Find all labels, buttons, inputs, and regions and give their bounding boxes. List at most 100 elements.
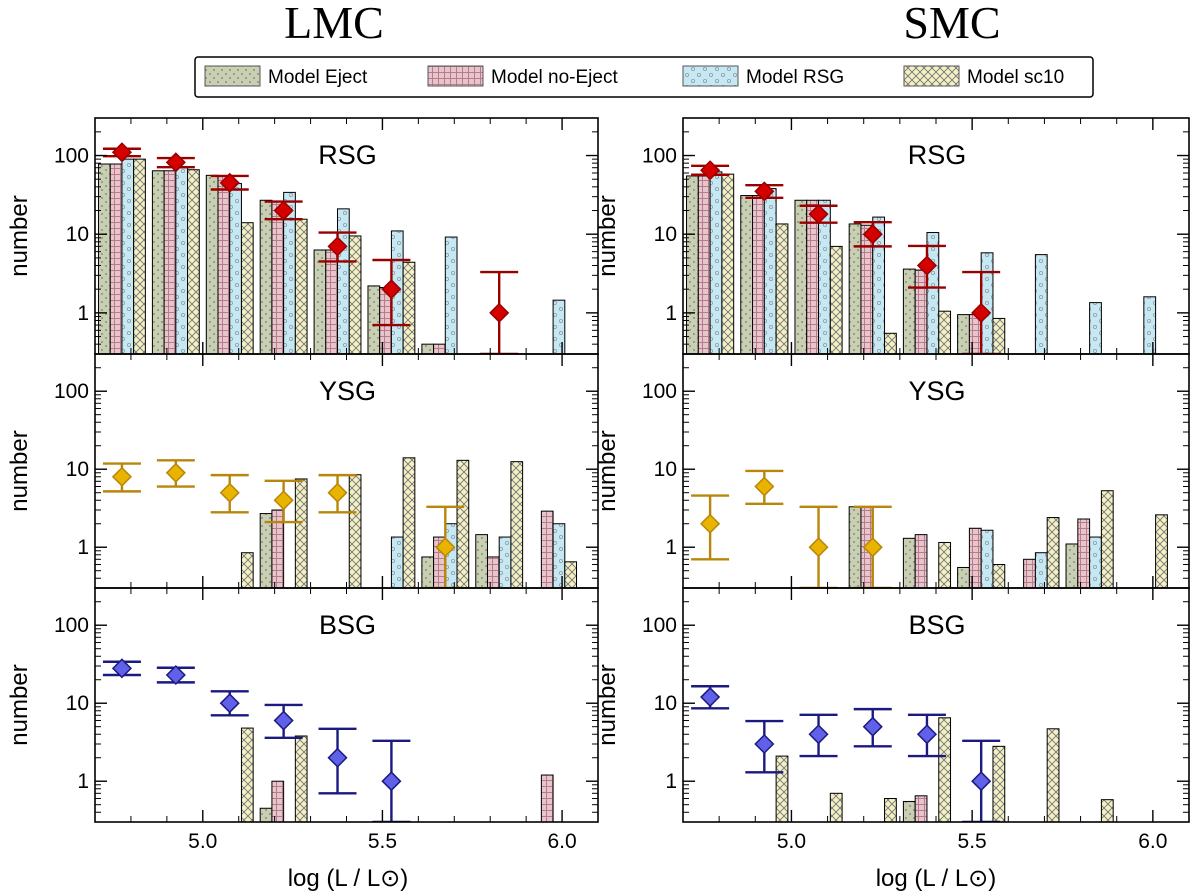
panel-smc-rsg-bar-rsg (1089, 302, 1102, 354)
panel-lmc-ysg-bar-sc10 (240, 552, 254, 588)
panel-lmc-ysg-ytick-label: 100 (54, 380, 89, 403)
panel-lmc-ysg-plot-area (102, 457, 578, 588)
panel-lmc-rsg-point (111, 142, 133, 163)
panel-smc-ysg-bar-noeject (1023, 558, 1036, 588)
panel-lmc-rsg-point (489, 302, 510, 323)
panel-lmc-bsg-plot-area (102, 658, 554, 822)
panel-lmc-ysg-bar-rsg (552, 523, 566, 588)
panel-lmc-bsg-xtick-label: 5.5 (368, 830, 397, 853)
panel-smc-rsg-bar-noeject (914, 269, 928, 354)
panel-smc-bsg-point (971, 771, 992, 792)
panel-lmc-ysg-label: YSG (319, 376, 376, 406)
panel-smc-bsg-plot-area (691, 685, 1114, 822)
panel-smc-ysg-point (754, 476, 775, 497)
panel-lmc-ysg-point (435, 537, 456, 558)
panel-smc-ysg-point (808, 537, 829, 558)
panel-smc-rsg-plot-area (686, 160, 1157, 354)
panel-lmc-ysg-point (327, 482, 348, 503)
panel-lmc-rsg-bar-eject (421, 343, 435, 354)
legend-swatch-rsg (682, 65, 739, 87)
panel-lmc-bsg-point (273, 710, 294, 731)
panel-smc-ysg-bar-sc10 (1046, 517, 1060, 588)
panel-lmc-rsg-ytick-label: 100 (54, 145, 89, 168)
panel-lmc-ysg-y-axis-label: number (6, 430, 33, 511)
x-axis-label-smc: log (L / L⊙) (876, 865, 997, 892)
panel-smc-rsg-bar-rsg (872, 216, 886, 354)
panel-smc-ysg-bar-rsg (980, 529, 994, 588)
panel-lmc-rsg-bar-sc10 (294, 218, 308, 354)
panel-lmc-ysg-bar-eject (421, 556, 435, 588)
panel-smc-rsg-y-axis-label: number (594, 195, 621, 276)
panel-lmc-rsg-point (327, 236, 348, 257)
panel-smc-bsg-bar-sc10 (884, 798, 897, 822)
legend-label-noeject: Model no-Eject (491, 67, 618, 88)
panel-smc-bsg-xtick-label: 5.5 (958, 830, 987, 853)
panel-smc-rsg-bar-eject (740, 195, 754, 354)
panel-lmc-ysg-ytick-label: 1 (77, 536, 89, 559)
panel-smc-bsg-bar-sc10 (938, 717, 952, 822)
legend: Model Eject Model no-Eject Model RSG Mod… (194, 56, 1094, 98)
panel-lmc-bsg-bar-noeject (271, 780, 285, 822)
panel-lmc-bsg-y-axis-label: number (6, 664, 33, 745)
panel-smc-rsg-bar-eject (902, 268, 916, 354)
panel-lmc-ysg-point (219, 482, 240, 503)
panel-lmc-rsg-bar-noeject (433, 343, 446, 354)
panel-smc-bsg-xtick-label: 6.0 (1138, 830, 1167, 853)
panel-smc-bsg-bar-sc10 (992, 745, 1006, 822)
panel-smc-bsg-ytick-label: 10 (654, 692, 677, 715)
panel-lmc-rsg-bar-rsg (121, 158, 135, 354)
panel-smc-ysg-plot-area (691, 469, 1168, 588)
panel-smc-ysg-y-axis-label: number (594, 430, 621, 511)
panel-lmc-ysg-bar-rsg (390, 536, 404, 588)
legend-label-sc10: Model sc10 (967, 67, 1064, 88)
panel-lmc-rsg-bar-eject (367, 285, 381, 354)
panel-lmc-rsg-point (381, 279, 402, 300)
panel-lmc-bsg-bar-noeject (540, 774, 554, 822)
panel-lmc-bsg-point (381, 771, 402, 792)
panel-lmc-ysg-ytick-label: 10 (66, 458, 89, 481)
panel-smc-rsg-bar-sc10 (721, 173, 735, 354)
panel-smc-rsg-bar-rsg (709, 171, 723, 354)
panel-lmc-ysg-point (165, 462, 186, 483)
panel-lmc-ysg-bar-sc10 (402, 457, 416, 588)
panel-smc-rsg-bar-sc10 (938, 310, 952, 354)
panel-lmc-bsg-bar-sc10 (294, 735, 308, 822)
panel-lmc-bsg-point (111, 658, 133, 679)
panel-lmc-ysg: 1 10 100 YSG number (6, 353, 599, 589)
panel-smc-ysg-bar-eject (902, 537, 916, 588)
panel-lmc-ysg-point (273, 490, 294, 511)
panel-smc-rsg: 1 10 100 RSG number (594, 117, 1190, 355)
panel-lmc-ysg-bar-eject (259, 513, 273, 588)
panel-smc-bsg: 1 10 100 5.0 5.5 6.0 BSG number (594, 587, 1190, 853)
panel-smc-ysg-ytick-label: 100 (642, 380, 677, 403)
panel-smc-bsg-bar-eject (902, 800, 916, 822)
panel-lmc-rsg-bar-eject (259, 199, 273, 354)
panel-smc-rsg-point (862, 224, 883, 245)
panel-smc-ysg-bar-noeject (968, 527, 982, 588)
panel-lmc-rsg-point (165, 152, 186, 173)
panel-lmc-ysg-bar-sc10 (348, 474, 362, 588)
panel-smc-bsg-point (754, 733, 775, 755)
panel-smc-ysg: 1 10 100 YSG number (594, 353, 1190, 589)
panel-lmc-ysg-bar-rsg (498, 536, 512, 588)
panel-lmc-rsg-y-axis-label: number (6, 195, 33, 276)
panel-smc-bsg-point (862, 716, 883, 737)
panel-smc-ysg-bar-eject (957, 566, 970, 588)
panel-lmc-bsg-ytick-label: 10 (66, 692, 89, 715)
panel-smc-bsg-bar-sc10 (1100, 799, 1114, 822)
panel-lmc-rsg-bar-eject (151, 170, 165, 354)
panel-smc-rsg-bar-eject (957, 314, 970, 354)
panel-smc-rsg-ytick-label: 10 (654, 223, 677, 246)
panel-smc-ysg-bar-sc10 (938, 541, 952, 588)
panel-lmc-rsg-ytick-label: 10 (66, 223, 89, 246)
panel-lmc-rsg-bar-sc10 (187, 169, 200, 354)
panel-smc-bsg-ytick-label: 100 (642, 614, 677, 637)
panel-lmc-rsg-bar-noeject (217, 175, 231, 354)
panel-lmc-rsg-bar-eject (205, 174, 219, 354)
panel-lmc-rsg-bar-noeject (271, 201, 285, 354)
panel-lmc-rsg-bar-rsg (229, 183, 242, 354)
panel-smc-rsg-bar-rsg (1143, 296, 1157, 354)
panel-smc-ysg-bar-eject (1065, 543, 1079, 588)
panel-smc-bsg-point (916, 724, 938, 745)
panel-smc-rsg-bar-sc10 (829, 245, 843, 354)
